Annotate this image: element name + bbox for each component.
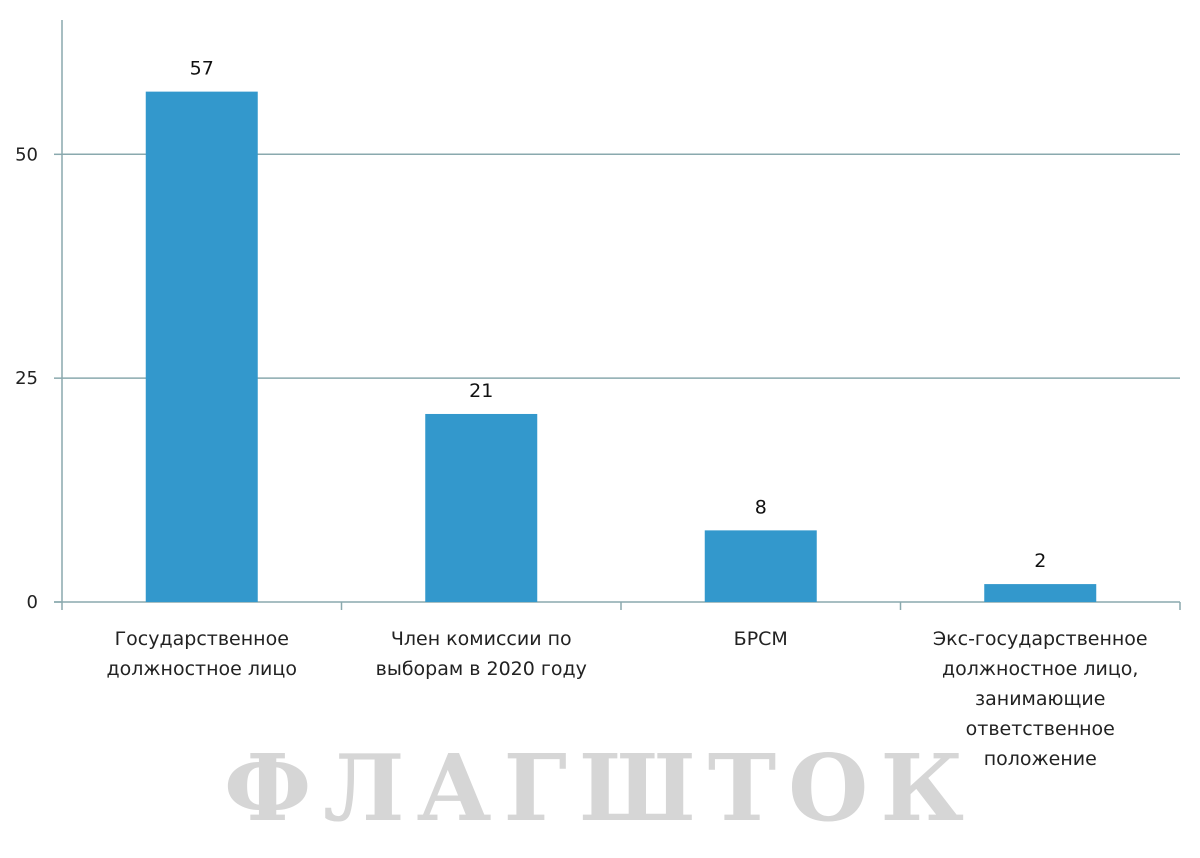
category-label-line: Член комиссии по [391,628,572,650]
labels: 0 25 50 57 Государственное должностное лицо 21… [15,58,1148,770]
category-label: Член комиссии по выборам в 2020 году [376,628,587,680]
watermark-text: ФЛАГШТОК [224,734,976,842]
y-tick-label: 0 [27,592,38,613]
category-label-line: должностное лицо [107,658,297,680]
y-tick-label: 50 [15,144,38,165]
category-label-line: занимающие [975,688,1105,710]
bar [145,91,258,602]
category-label: БРСМ [734,628,788,650]
data-label: 57 [190,58,214,80]
category-label-line: Государственное [115,628,289,650]
category-label-line: должностное лицо, [942,658,1138,680]
category-label-line: положение [984,748,1097,770]
bars [145,91,1097,602]
category-label-line: выборам в 2020 году [376,658,587,680]
bar [984,584,1097,602]
data-label: 21 [469,380,493,402]
data-label: 8 [755,496,767,518]
category-label-line: Экс-государственное [933,628,1148,650]
category-label-line: БРСМ [734,628,788,650]
y-tick-label: 25 [15,368,38,389]
category-label: Экс-государственное должностное лицо, зани… [933,628,1148,770]
category-label-line: ответственное [966,718,1115,740]
bar [704,530,817,602]
category-label: Государственное должностное лицо [107,628,297,680]
bar [425,413,538,602]
data-label: 2 [1034,550,1046,572]
